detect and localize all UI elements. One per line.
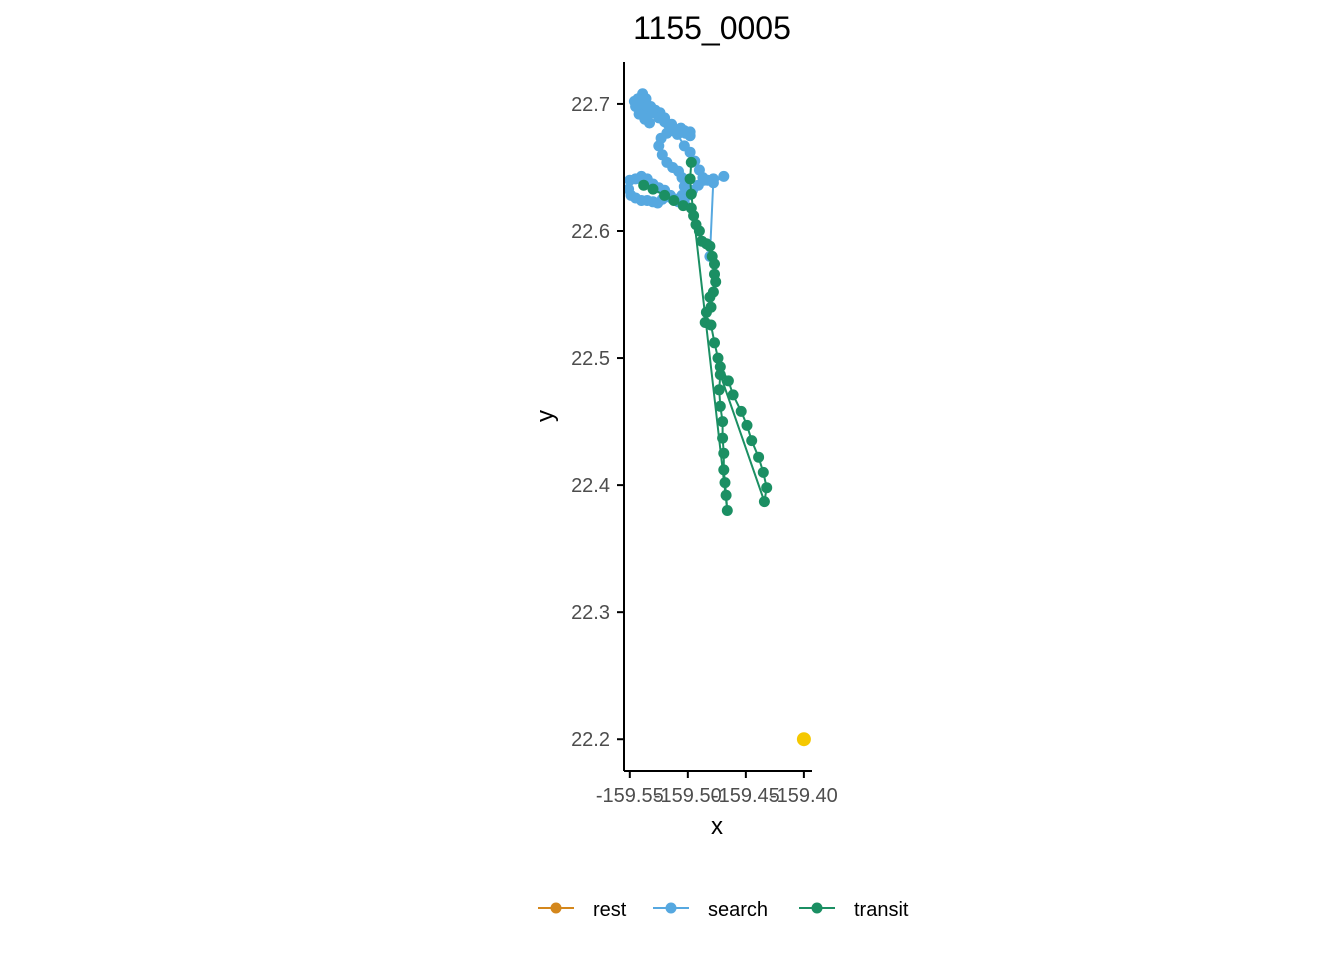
data-point-transit-6	[688, 210, 700, 222]
data-point-transit-24	[714, 361, 726, 373]
data-point-transit-13	[709, 258, 720, 270]
x-axis-title: x	[711, 813, 723, 840]
legend-key-point-rest	[550, 902, 562, 914]
data-point-search-17	[623, 183, 635, 195]
y-tick-label-2: 22.4	[571, 475, 610, 497]
data-point-transit-1	[647, 183, 659, 195]
legend-key-point-transit	[811, 902, 823, 914]
data-point-search-0	[718, 170, 730, 182]
legend-label-rest: rest	[593, 899, 627, 921]
y-tick-label-1: 22.3	[571, 602, 610, 624]
data-point-transit-43	[721, 505, 733, 516]
data-point-transit-3	[668, 195, 680, 206]
data-point-transit-25	[722, 375, 734, 387]
series-line-transit	[643, 162, 768, 511]
x-tick-label-1: -159.50	[654, 785, 722, 807]
data-point-search-28	[678, 181, 690, 192]
data-point-transit-36	[714, 400, 726, 412]
data-point-transit-11	[704, 240, 716, 252]
series-transit	[638, 156, 773, 516]
data-point-transit-32	[761, 482, 773, 494]
data-point-transit-26	[727, 389, 739, 401]
data-point-search-68	[671, 128, 683, 140]
data-point-transit-31	[757, 466, 769, 478]
data-point-transit-34	[714, 369, 726, 381]
data-point-transit-0	[638, 179, 650, 191]
data-point-search-70	[684, 146, 696, 158]
data-point-marker-0	[796, 732, 811, 747]
data-point-transit-17	[704, 291, 716, 303]
y-tick-label-3: 22.5	[571, 348, 610, 370]
data-point-transit-46	[685, 156, 697, 168]
data-point-transit-38	[717, 432, 729, 444]
y-tick-label-4: 22.6	[571, 221, 610, 243]
x-tick-label-2: -159.45	[712, 785, 780, 807]
legend-key-point-search	[665, 902, 677, 914]
data-point-transit-37	[717, 416, 729, 428]
data-point-transit-33	[758, 496, 770, 508]
data-point-search-33	[656, 149, 668, 161]
y-axis-title: y	[532, 410, 559, 422]
data-point-transit-8	[693, 225, 705, 237]
data-point-transit-41	[719, 477, 731, 489]
chart-title: 1155_0005	[633, 10, 791, 46]
axes-layer	[623, 62, 812, 772]
data-point-transit-39	[718, 447, 730, 459]
data-point-transit-22	[709, 337, 720, 349]
y-tick-label-5: 22.7	[571, 94, 610, 116]
ticks-layer: -159.55-159.50-159.45-159.40 22.2 22.3 22.4…	[571, 94, 838, 807]
series-marker	[796, 732, 811, 747]
x-tick-label-3: -159.40	[770, 785, 838, 807]
data-point-transit-40	[718, 464, 730, 476]
legend-label-transit: transit	[854, 899, 909, 921]
x-tick-label-0: -159.55	[596, 785, 664, 807]
data-point-transit-29	[746, 435, 758, 447]
data-point-transit-44	[685, 188, 697, 200]
data-point-transit-19	[700, 306, 712, 318]
series-search	[623, 88, 730, 262]
data-point-transit-23	[712, 352, 724, 364]
data-point-transit-21	[705, 319, 717, 331]
data-point-search-27	[676, 189, 688, 201]
data-point-transit-35	[713, 384, 725, 396]
legend-label-search: search	[708, 899, 768, 921]
data-point-search-75	[707, 173, 719, 185]
data-point-transit-2	[659, 189, 671, 201]
data-point-search-67	[666, 118, 678, 130]
data-point-transit-28	[741, 419, 753, 431]
data-point-transit-42	[720, 489, 732, 501]
y-tick-label-0: 22.2	[571, 729, 610, 751]
data-layer	[623, 88, 811, 747]
data-point-transit-27	[735, 405, 747, 417]
data-point-transit-30	[753, 451, 765, 463]
legend: rest search transit	[538, 899, 909, 921]
data-point-transit-45	[684, 173, 696, 185]
data-point-transit-15	[710, 276, 722, 288]
